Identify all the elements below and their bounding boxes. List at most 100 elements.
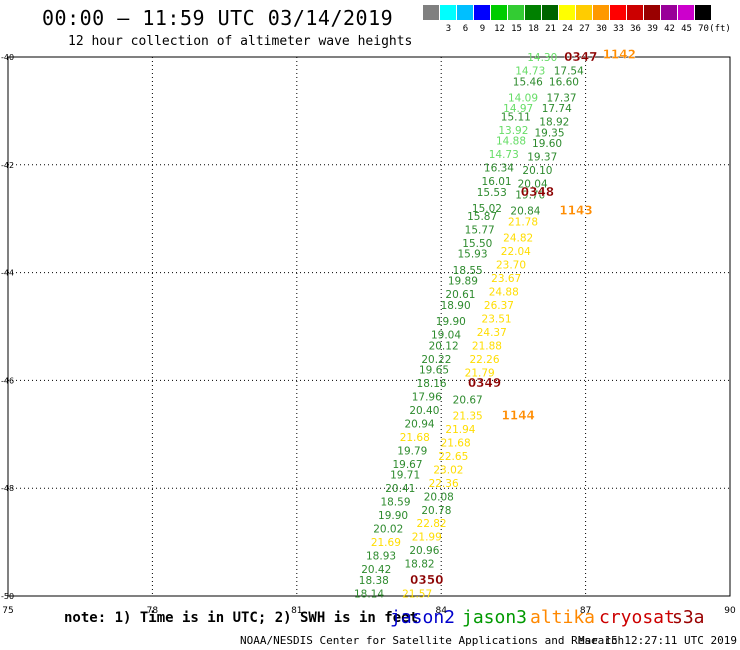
wave-height-label: 19.60: [532, 138, 562, 150]
longitude-tick-label: 81: [291, 606, 302, 616]
wave-height-label: 19.90: [436, 316, 466, 328]
longitude-tick-label: 84: [435, 606, 447, 616]
wave-height-label: 14.88: [496, 136, 526, 148]
legend-jason3-label: jason3: [462, 607, 528, 628]
wave-height-label: 15.77: [465, 224, 495, 236]
wave-height-label: 15.46: [513, 76, 543, 88]
scale-swatch: [610, 5, 626, 20]
legend-altika: altika: [530, 607, 595, 628]
wave-height-label: 15.53: [477, 187, 507, 199]
legend-jason2-label: jason2: [390, 607, 456, 628]
wave-height-label: 15.11: [501, 111, 531, 123]
latitude-tick-label: -42: [1, 161, 14, 170]
scale-swatch: [491, 5, 507, 20]
map-frame: [7, 56, 731, 597]
legend-altika-label: altika: [530, 607, 596, 628]
pass-time-label: 1144: [502, 408, 535, 422]
wave-height-label: 18.82: [405, 559, 435, 571]
page-title: 00:00 — 11:59 UTC 03/14/2019: [42, 6, 394, 30]
wave-height-label: 20.94: [405, 419, 435, 431]
wave-height-label: 21.35: [453, 410, 483, 422]
wave-height-label: 20.41: [385, 483, 415, 495]
scale-swatch: [627, 5, 643, 20]
scale-label: 15: [511, 24, 522, 34]
scale-label: 24: [562, 24, 573, 34]
wave-height-label: 24.82: [503, 233, 533, 245]
scale-swatch: [508, 5, 524, 20]
wave-height-label: 19.70: [515, 189, 545, 201]
wave-height-label: 22.04: [501, 246, 531, 258]
wave-height-label: 18.16: [417, 378, 447, 390]
wave-height-label: 15.87: [467, 211, 497, 223]
scale-label: 9: [479, 24, 486, 34]
pass-time-label: 1143: [559, 204, 592, 218]
wave-height-label: 21.79: [465, 367, 495, 379]
scale-swatch: [576, 5, 592, 20]
wave-height-label: 15.50: [462, 238, 492, 250]
wave-height-label: 21.68: [441, 437, 471, 449]
scale-swatch: [678, 5, 694, 20]
wave-height-label: 20.61: [445, 289, 475, 301]
scale-swatch: [559, 5, 575, 20]
pass-time-label: 0349: [468, 376, 501, 390]
page-subtitle: 12 hour collection of altimeter wave hei…: [68, 34, 413, 49]
latitude-tick-label: -46: [1, 376, 14, 385]
pass-time-label: 0350: [410, 573, 443, 587]
legend-cryosat: cryosat: [599, 607, 675, 628]
wave-height-label: 14.97: [503, 103, 533, 115]
longitude-tick-label: 75: [2, 606, 13, 616]
scale-label: 30: [596, 24, 607, 34]
wave-height-label: 20.10: [522, 165, 552, 177]
wave-height-label: 14.30: [527, 52, 557, 64]
wave-height-label: 15.02: [472, 203, 502, 215]
wave-height-label: 20.22: [421, 354, 451, 366]
wave-height-label: 18.93: [366, 551, 396, 563]
wave-height-label: 19.67: [392, 459, 422, 471]
wave-height-label: 17.74: [542, 103, 572, 115]
latitude-tick-label: -48: [1, 484, 14, 493]
scale-swatch: [440, 5, 456, 20]
scale-swatch: [457, 5, 473, 20]
scale-swatch: [525, 5, 541, 20]
wave-height-label: 23.70: [496, 260, 526, 272]
wave-height-label: 19.90: [378, 510, 408, 522]
legend-s3a-label: s3a: [672, 607, 705, 628]
latitude-tick-label: -44: [1, 269, 14, 278]
wave-height-label: 20.42: [361, 564, 391, 576]
scale-swatch: [593, 5, 609, 20]
wave-height-label: 20.04: [518, 179, 548, 191]
wave-height-label: 22.82: [417, 518, 447, 530]
scale-swatch: [423, 5, 439, 20]
wave-height-label: 21.94: [445, 424, 475, 436]
wave-height-label: 22.65: [438, 451, 468, 463]
longitude-tick-label: 87: [580, 606, 591, 616]
wave-height-label: 14.09: [508, 92, 538, 104]
wave-height-label: 21.57: [402, 588, 432, 600]
pass-time-label: 0347: [564, 50, 597, 64]
wave-height-label: 15.93: [457, 249, 487, 261]
wave-height-label: 18.92: [539, 117, 569, 129]
wave-height-label: 17.37: [547, 92, 577, 104]
scale-swatch: [695, 5, 711, 20]
wave-height-label: 18.90: [441, 300, 471, 312]
wave-height-label: 26.37: [484, 300, 514, 312]
wave-height-label: 20.08: [424, 491, 454, 503]
wave-height-label: 16.34: [484, 162, 514, 174]
scale-label: 6: [462, 24, 469, 34]
wave-height-label: 23.67: [491, 273, 521, 285]
scale-unit-label: (ft): [709, 24, 731, 34]
scale-label: 3: [445, 24, 452, 34]
wave-height-label: 18.38: [359, 575, 389, 587]
wave-height-label: 21.99: [412, 532, 442, 544]
legend-s3a: s3a: [672, 607, 705, 628]
scale-label: 18: [528, 24, 539, 34]
wave-height-label: 22.26: [469, 354, 499, 366]
scale-label: 21: [545, 24, 556, 34]
wave-height-label: 23.51: [482, 313, 512, 325]
scale-swatch: [474, 5, 490, 20]
wave-height-label: 19.04: [431, 330, 461, 342]
wave-height-label: 19.89: [448, 276, 478, 288]
wave-height-label: 20.40: [409, 405, 439, 417]
wave-height-label: 21.88: [472, 340, 502, 352]
